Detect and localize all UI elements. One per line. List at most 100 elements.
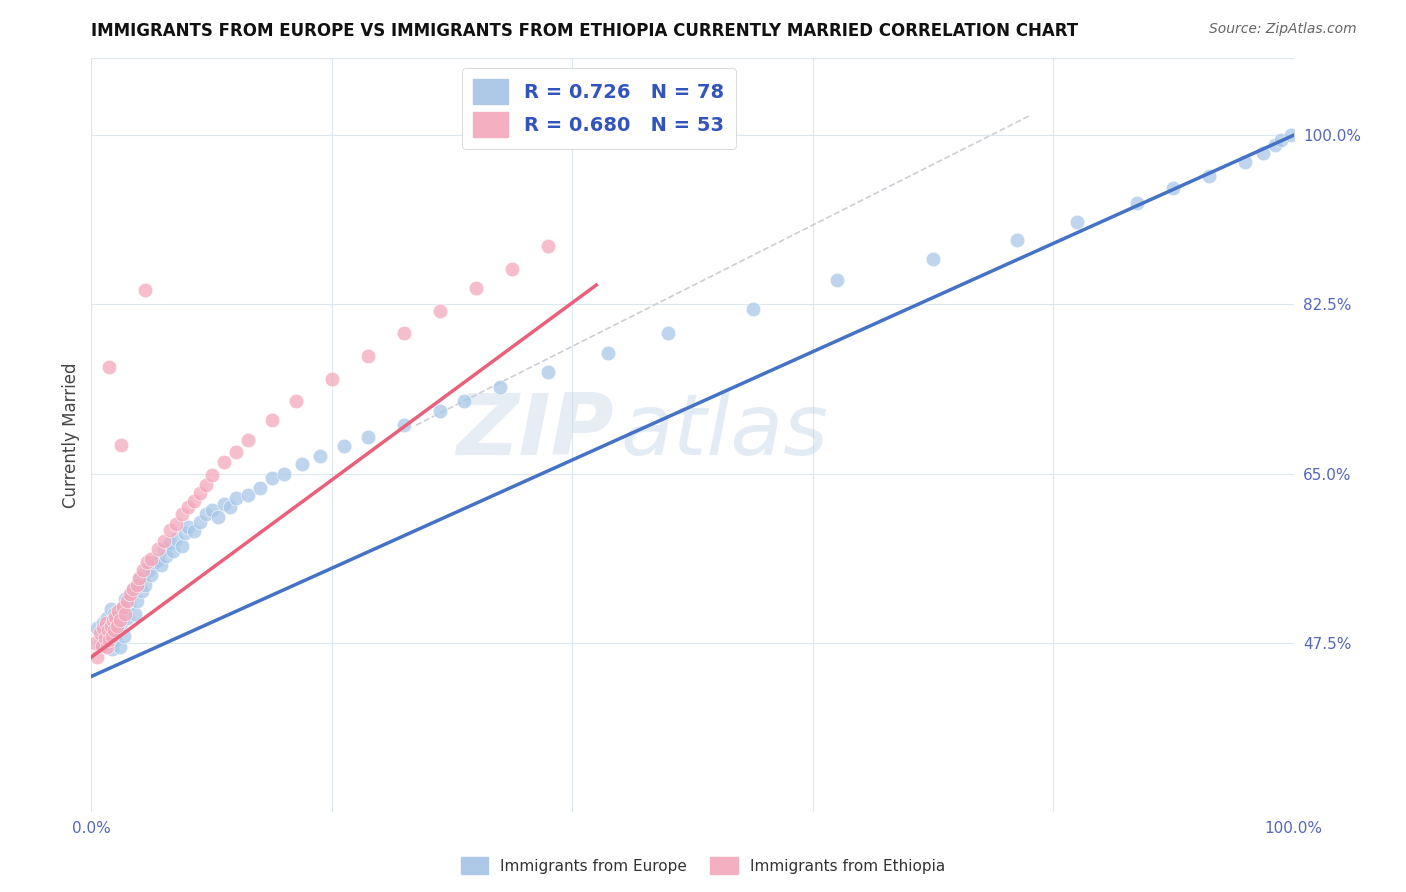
Point xyxy=(107,604,129,618)
Point xyxy=(260,413,283,427)
Point xyxy=(94,616,117,631)
Point xyxy=(188,515,211,529)
Point xyxy=(284,394,307,409)
Point xyxy=(1005,233,1028,247)
Point xyxy=(1126,196,1149,211)
Text: IMMIGRANTS FROM EUROPE VS IMMIGRANTS FROM ETHIOPIA CURRENTLY MARRIED CORRELATION: IMMIGRANTS FROM EUROPE VS IMMIGRANTS FRO… xyxy=(91,22,1078,40)
Point xyxy=(105,619,128,633)
Point xyxy=(1161,181,1184,195)
Point xyxy=(104,609,127,624)
Point xyxy=(392,326,415,341)
Point xyxy=(183,524,205,539)
Point xyxy=(225,445,247,459)
Point xyxy=(125,577,148,591)
Point xyxy=(124,607,146,621)
Point xyxy=(146,541,169,556)
Point xyxy=(537,239,560,253)
Point xyxy=(110,614,132,628)
Point xyxy=(152,534,174,549)
Point xyxy=(249,481,271,495)
Point xyxy=(825,273,848,287)
Point xyxy=(321,372,343,386)
Point xyxy=(152,541,174,556)
Point xyxy=(183,493,205,508)
Point xyxy=(138,563,160,577)
Point xyxy=(96,640,118,655)
Point xyxy=(111,599,134,614)
Point xyxy=(120,587,142,601)
Point xyxy=(489,379,512,393)
Point xyxy=(114,607,136,621)
Point xyxy=(110,616,132,631)
Point xyxy=(1270,133,1292,147)
Point xyxy=(135,555,157,569)
Point xyxy=(96,611,118,625)
Point xyxy=(101,619,124,633)
Point xyxy=(89,626,111,640)
Point xyxy=(392,418,415,433)
Point xyxy=(128,571,150,585)
Point xyxy=(453,394,475,409)
Point xyxy=(128,573,150,587)
Point xyxy=(107,614,129,628)
Point xyxy=(1234,155,1257,169)
Point xyxy=(125,594,148,608)
Point xyxy=(1253,145,1275,160)
Point xyxy=(1066,215,1088,229)
Point xyxy=(93,616,115,631)
Point xyxy=(429,304,451,318)
Point xyxy=(101,642,124,657)
Point xyxy=(162,544,184,558)
Point xyxy=(111,599,134,614)
Point xyxy=(357,430,380,444)
Point xyxy=(598,345,620,359)
Point xyxy=(103,623,125,637)
Point xyxy=(134,283,156,297)
Point xyxy=(118,587,141,601)
Point xyxy=(117,594,139,608)
Point xyxy=(273,467,295,481)
Point xyxy=(90,635,112,649)
Point xyxy=(118,597,141,611)
Point xyxy=(98,360,121,375)
Point xyxy=(91,639,114,653)
Point xyxy=(131,584,153,599)
Point xyxy=(1279,128,1302,143)
Point xyxy=(165,516,187,531)
Point xyxy=(429,403,451,417)
Point xyxy=(150,558,173,573)
Legend: Immigrants from Europe, Immigrants from Ethiopia: Immigrants from Europe, Immigrants from … xyxy=(454,851,952,880)
Point xyxy=(86,650,108,665)
Point xyxy=(1264,138,1286,153)
Point xyxy=(100,619,122,633)
Point xyxy=(188,485,211,500)
Point xyxy=(94,631,117,645)
Point xyxy=(97,623,120,637)
Point xyxy=(225,491,247,505)
Point xyxy=(1198,169,1220,183)
Point xyxy=(260,471,283,485)
Point xyxy=(84,635,107,649)
Point xyxy=(201,468,224,483)
Point xyxy=(98,626,121,640)
Point xyxy=(101,614,124,628)
Point xyxy=(176,519,198,533)
Point xyxy=(104,632,127,647)
Point xyxy=(132,568,155,582)
Point xyxy=(110,640,132,655)
Point xyxy=(212,498,235,512)
Point xyxy=(194,507,217,521)
Point xyxy=(100,601,122,615)
Point xyxy=(122,582,145,597)
Point xyxy=(105,623,128,637)
Point xyxy=(122,582,145,597)
Point xyxy=(212,455,235,469)
Point xyxy=(174,526,197,541)
Point xyxy=(308,449,330,463)
Point xyxy=(465,281,488,295)
Point xyxy=(141,568,163,582)
Point xyxy=(170,507,193,521)
Point xyxy=(922,252,945,266)
Point xyxy=(537,365,560,379)
Point xyxy=(101,629,124,643)
